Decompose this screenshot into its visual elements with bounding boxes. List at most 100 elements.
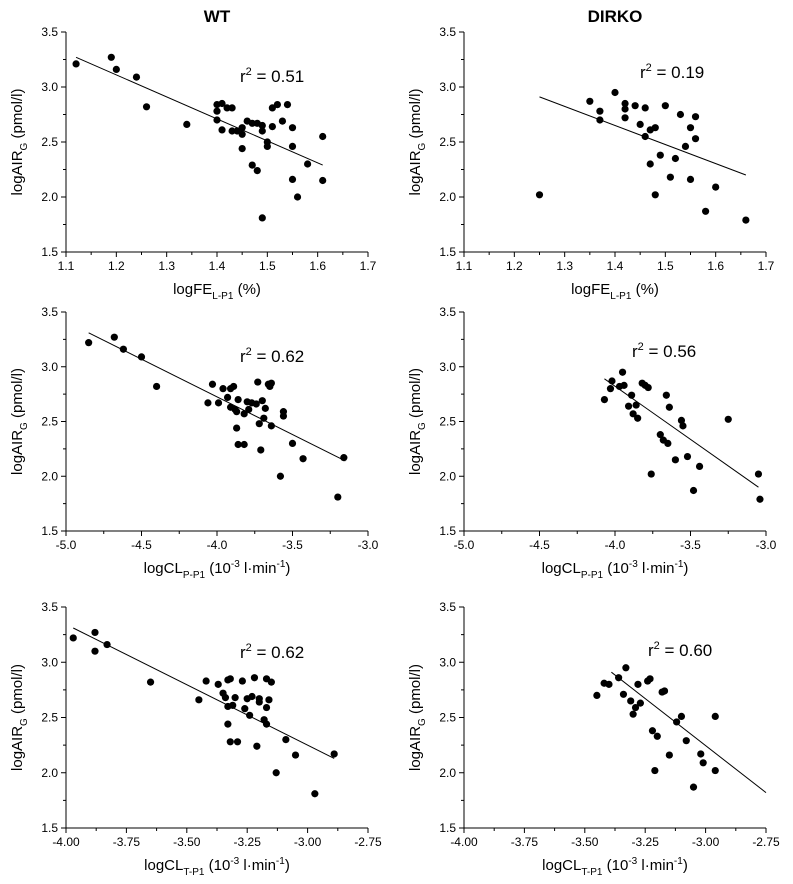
data-point <box>742 216 750 224</box>
chart-panel-wt-clt: -4.00 -3.75 -3.50 -3.25 -3.00 -2.75 1.5 2.0 2.5 3… <box>9 600 382 878</box>
data-point <box>255 420 263 428</box>
y-tick-label: 2.0 <box>439 469 456 483</box>
regression-line <box>73 627 335 759</box>
x-tick-label: 1.2 <box>506 259 523 273</box>
data-point <box>219 385 227 393</box>
y-tick-label: 2.0 <box>41 766 58 780</box>
data-point <box>756 495 764 503</box>
y-axis-label: logAIRG (pmol/l) <box>407 89 428 196</box>
data-point <box>257 446 265 454</box>
y-tick-label: 3.5 <box>41 305 58 319</box>
data-point <box>233 424 241 432</box>
data-point <box>234 396 242 404</box>
y-tick-label: 2.5 <box>41 135 58 149</box>
data-point <box>261 404 269 412</box>
data-point <box>636 120 644 128</box>
y-tick-label: 1.5 <box>41 821 58 835</box>
data-point <box>258 127 266 135</box>
y-tick-label: 1.5 <box>439 245 456 259</box>
data-point <box>72 60 80 68</box>
data-point <box>299 455 307 463</box>
data-point <box>202 677 210 685</box>
x-tick-label: -2.75 <box>354 835 382 849</box>
x-axis-label: logFEL-P1 (%) <box>173 281 261 302</box>
column-title-wt: WT <box>204 7 231 26</box>
data-point <box>319 176 327 185</box>
data-point <box>636 699 644 707</box>
data-point <box>641 132 649 141</box>
data-point <box>647 470 655 478</box>
y-tick-label: 1.5 <box>439 524 456 538</box>
data-point <box>656 431 664 439</box>
y-tick-label: 3.0 <box>41 360 58 374</box>
y-tick-label: 1.5 <box>41 524 58 538</box>
y-tick-label: 1.5 <box>41 245 58 259</box>
data-point <box>214 399 223 407</box>
data-point <box>691 113 700 121</box>
r-squared-label: r2 = 0.51 <box>240 66 304 86</box>
x-tick-label: -5.0 <box>56 538 77 552</box>
y-axis-label: logAIRG (pmol/l) <box>9 89 30 196</box>
chart-panel-wt-clp: -5.0 -4.5 -4.0 -3.5 -3.0 1.5 2.0 2.5 3.0 3.5 r2 = … <box>9 305 379 581</box>
data-point <box>218 126 226 134</box>
data-point <box>273 101 281 109</box>
x-tick-label: -5.0 <box>454 538 475 552</box>
data-point <box>293 193 302 201</box>
data-point <box>629 410 637 418</box>
data-point <box>628 391 636 399</box>
data-point <box>267 678 275 686</box>
r-squared-label: r2 = 0.60 <box>648 640 712 660</box>
data-point <box>226 675 234 683</box>
data-point <box>641 104 649 112</box>
y-axis-label: logAIRG (pmol/l) <box>9 664 30 771</box>
x-tick-label: 1.3 <box>556 259 573 273</box>
data-point <box>681 142 690 150</box>
data-point <box>258 214 266 222</box>
data-point <box>91 647 99 655</box>
x-tick-label: -4.0 <box>605 538 626 552</box>
regression-line <box>604 378 759 488</box>
data-point <box>218 99 226 108</box>
x-tick-label: 1.1 <box>58 259 75 273</box>
data-point <box>611 88 619 97</box>
chart-panel-dirko-fe: 1.1 1.2 1.3 1.4 1.5 1.6 1.7 1.5 2.0 2.5 3.0 3.5 r2 =… <box>407 25 775 302</box>
data-point <box>204 399 212 407</box>
y-tick-label: 2.5 <box>439 711 456 725</box>
data-point <box>253 742 261 750</box>
data-point <box>702 207 710 215</box>
data-point <box>686 175 695 183</box>
data-point <box>278 117 287 125</box>
data-point <box>646 160 654 168</box>
data-point <box>258 397 266 405</box>
data-point <box>288 175 297 183</box>
y-axis-label: logAIRG (pmol/l) <box>407 368 428 475</box>
y-tick-label: 2.0 <box>439 190 456 204</box>
data-point <box>621 114 629 122</box>
data-point <box>653 732 661 740</box>
data-point <box>666 173 674 181</box>
data-point <box>250 674 259 682</box>
data-point <box>340 454 348 462</box>
x-axis-label: logFEL-P1 (%) <box>571 281 659 302</box>
data-point <box>631 703 640 712</box>
data-point <box>246 711 254 719</box>
data-point <box>234 440 242 449</box>
x-tick-label: 1.3 <box>158 259 175 273</box>
data-point <box>195 696 203 704</box>
data-point <box>228 127 236 135</box>
data-point <box>288 142 297 150</box>
data-point <box>224 720 232 728</box>
data-point <box>695 462 704 470</box>
x-tick-label: -4.5 <box>529 538 550 552</box>
data-point <box>223 104 231 112</box>
chart-panel-dirko-clp: -5.0 -4.5 -4.0 -3.5 -3.0 1.5 2.0 2.5 3.0 3.5 r2 = … <box>407 305 777 581</box>
x-tick-label: -3.25 <box>632 835 660 849</box>
data-point <box>262 703 271 712</box>
data-point <box>238 677 246 685</box>
data-point <box>634 414 642 422</box>
x-tick-label: -4.00 <box>450 835 478 849</box>
data-point <box>137 353 146 361</box>
x-tick-label: 1.2 <box>108 259 125 273</box>
data-point <box>291 751 300 759</box>
x-tick-label: -2.75 <box>752 835 780 849</box>
